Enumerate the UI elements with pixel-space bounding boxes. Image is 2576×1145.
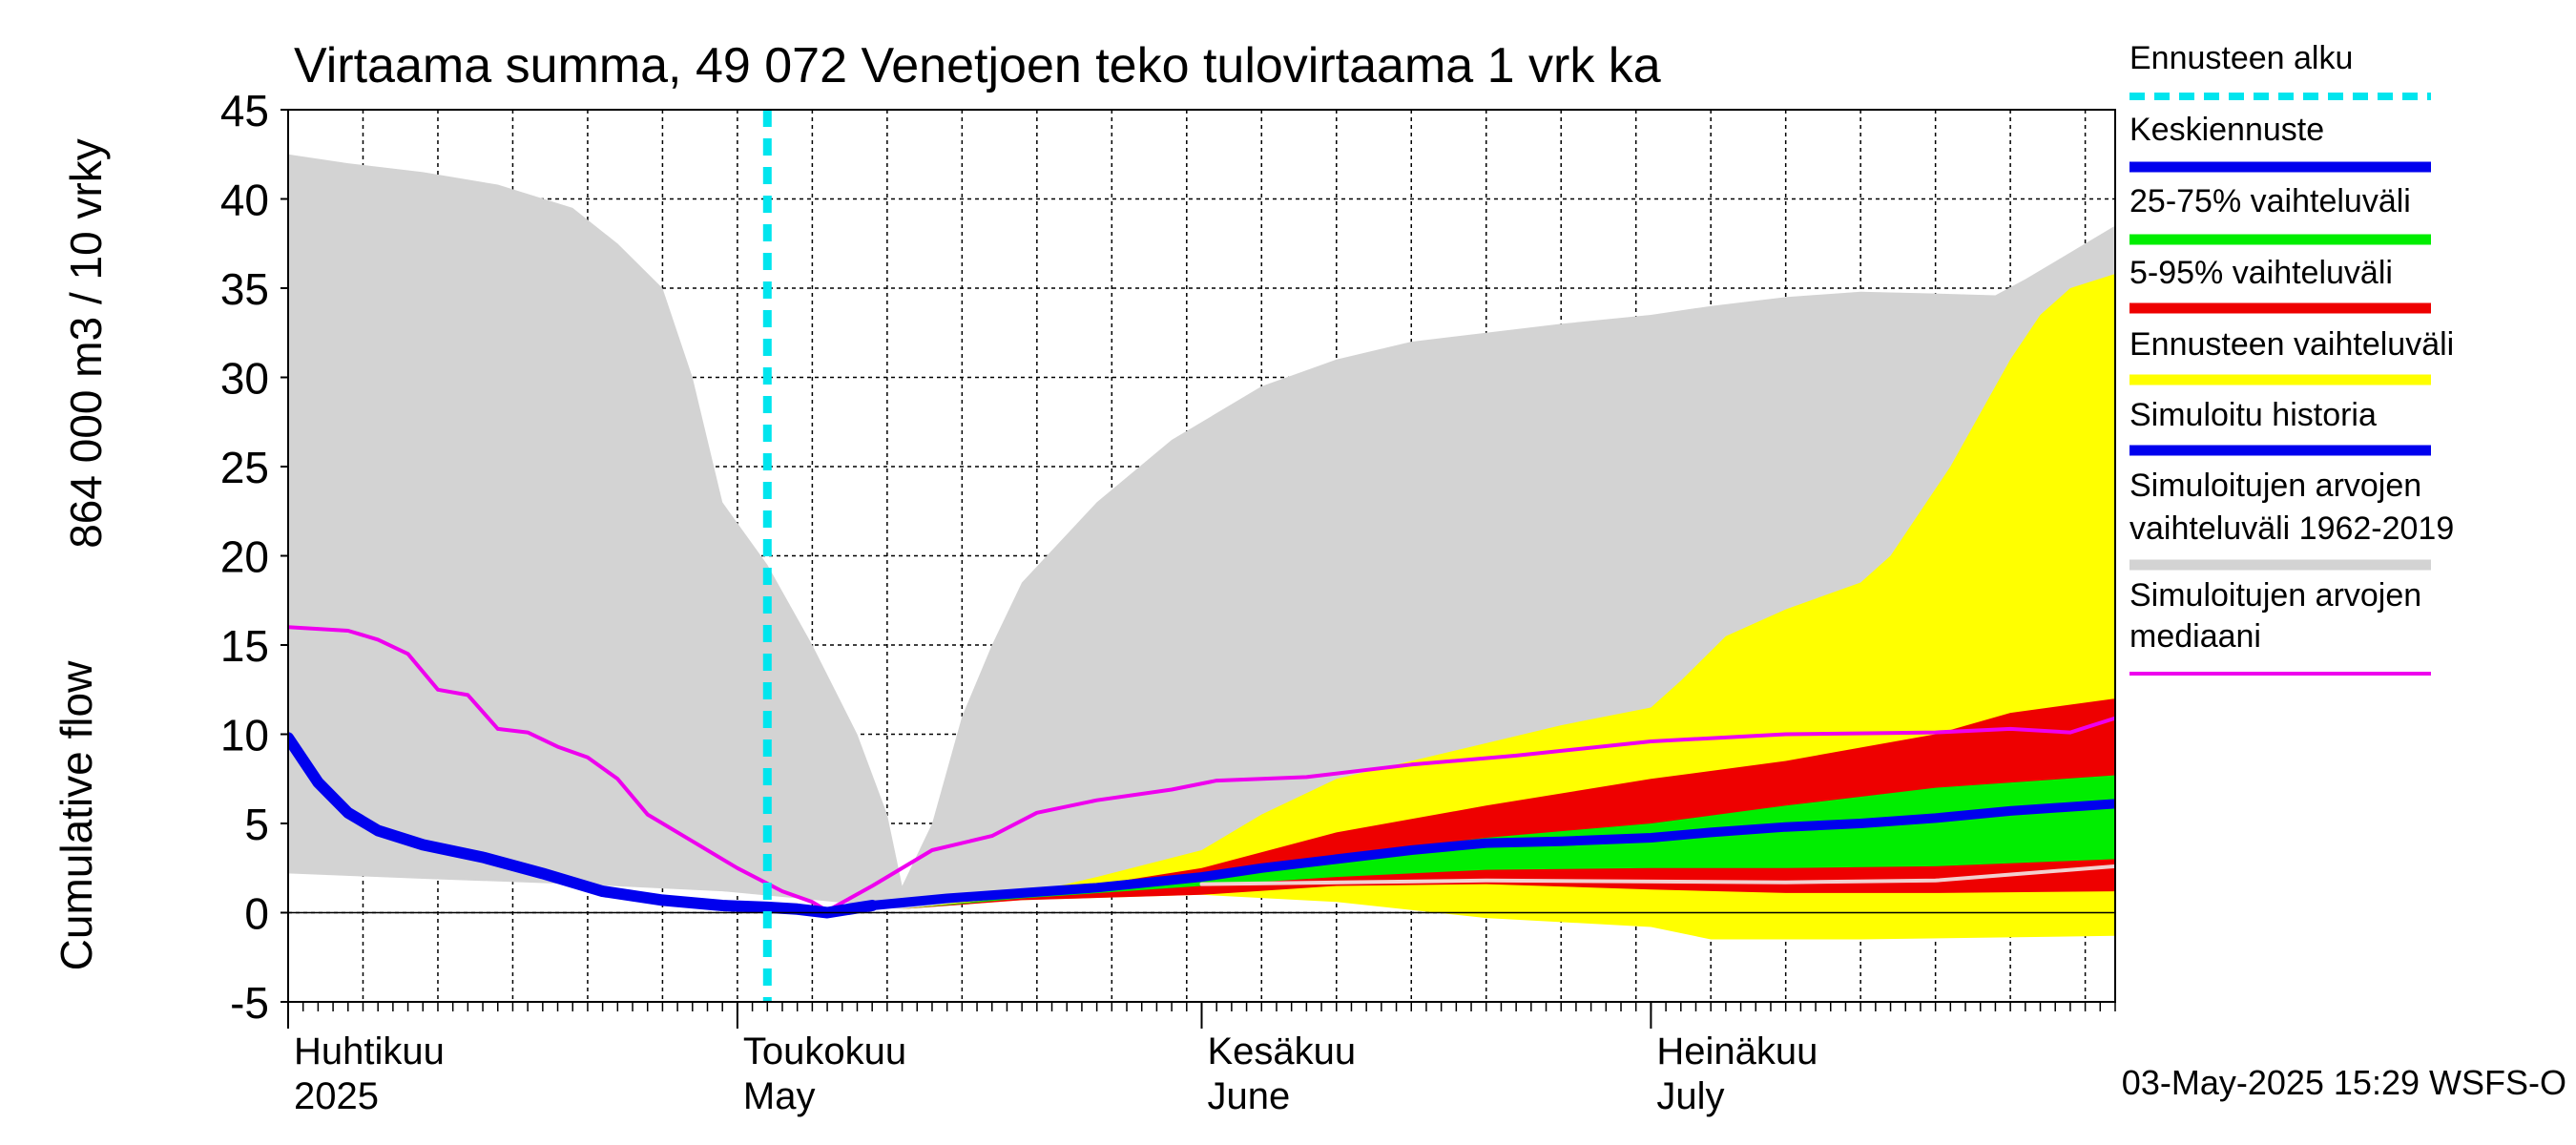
x-month-label: Huhtikuu (294, 1030, 445, 1072)
legend-label: mediaani (2129, 618, 2261, 655)
x-month-label: Heinäkuu (1656, 1030, 1818, 1072)
y-tick-labels: -5 0 5 10 15 20 25 30 35 40 45 (220, 86, 269, 1028)
y-axis-label-line1: 864 000 m3 / 10 vrky (61, 138, 111, 549)
legend-label: 25-75% vaihteluväli (2129, 183, 2411, 219)
legend-label: Ennusteen vaihteluväli (2129, 326, 2454, 363)
y-tick-label: -5 (230, 978, 269, 1028)
footer-timestamp: 03-May-2025 15:29 WSFS-O (2122, 1063, 2566, 1102)
legend-label: Ennusteen alku (2129, 40, 2353, 76)
y-tick-label: 0 (244, 889, 269, 939)
y-axis-label: 864 000 m3 / 10 vrky Cumulative flow (52, 138, 111, 970)
mean-forecast-line (867, 799, 2115, 910)
x-month-sublabel: 2025 (294, 1075, 379, 1117)
y-tick-label: 15 (220, 621, 269, 671)
legend-label: vaihteluväli 1962-2019 (2129, 510, 2454, 547)
simulated-history-line (288, 732, 879, 919)
axes (280, 109, 2116, 1029)
x-month-sublabel: May (743, 1075, 816, 1117)
chart-title: Virtaama summa, 49 072 Venetjoen teko tu… (294, 38, 1661, 94)
legend-label: Simuloitu historia (2129, 397, 2377, 433)
p5-boundary-line (1199, 864, 2115, 886)
y-tick-label: 25 (220, 443, 269, 492)
legend-label: Simuloitujen arvojen (2129, 577, 2421, 614)
y-axis-label-line2: Cumulative flow (52, 660, 101, 970)
legend-label: Simuloitujen arvojen (2129, 468, 2421, 504)
x-month-sublabel: June (1208, 1075, 1291, 1117)
x-month-label: Toukokuu (743, 1030, 906, 1072)
legend-label: 5-95% vaihteluväli (2129, 255, 2393, 291)
y-tick-label: 30 (220, 354, 269, 404)
y-tick-label: 40 (220, 176, 269, 225)
y-tick-label: 35 (220, 264, 269, 314)
legend: Ennusteen alku Keskiennuste 25-75% vaihtel… (2129, 40, 2454, 676)
series-lines (288, 625, 2115, 919)
x-month-label: Kesäkuu (1208, 1030, 1357, 1072)
legend-label: Keskiennuste (2129, 112, 2324, 148)
y-tick-label: 10 (220, 711, 269, 760)
y-tick-label: 20 (220, 532, 269, 582)
x-month-sublabel: July (1656, 1075, 1724, 1117)
y-tick-label: 5 (244, 800, 269, 849)
y-tick-label: 45 (220, 86, 269, 135)
